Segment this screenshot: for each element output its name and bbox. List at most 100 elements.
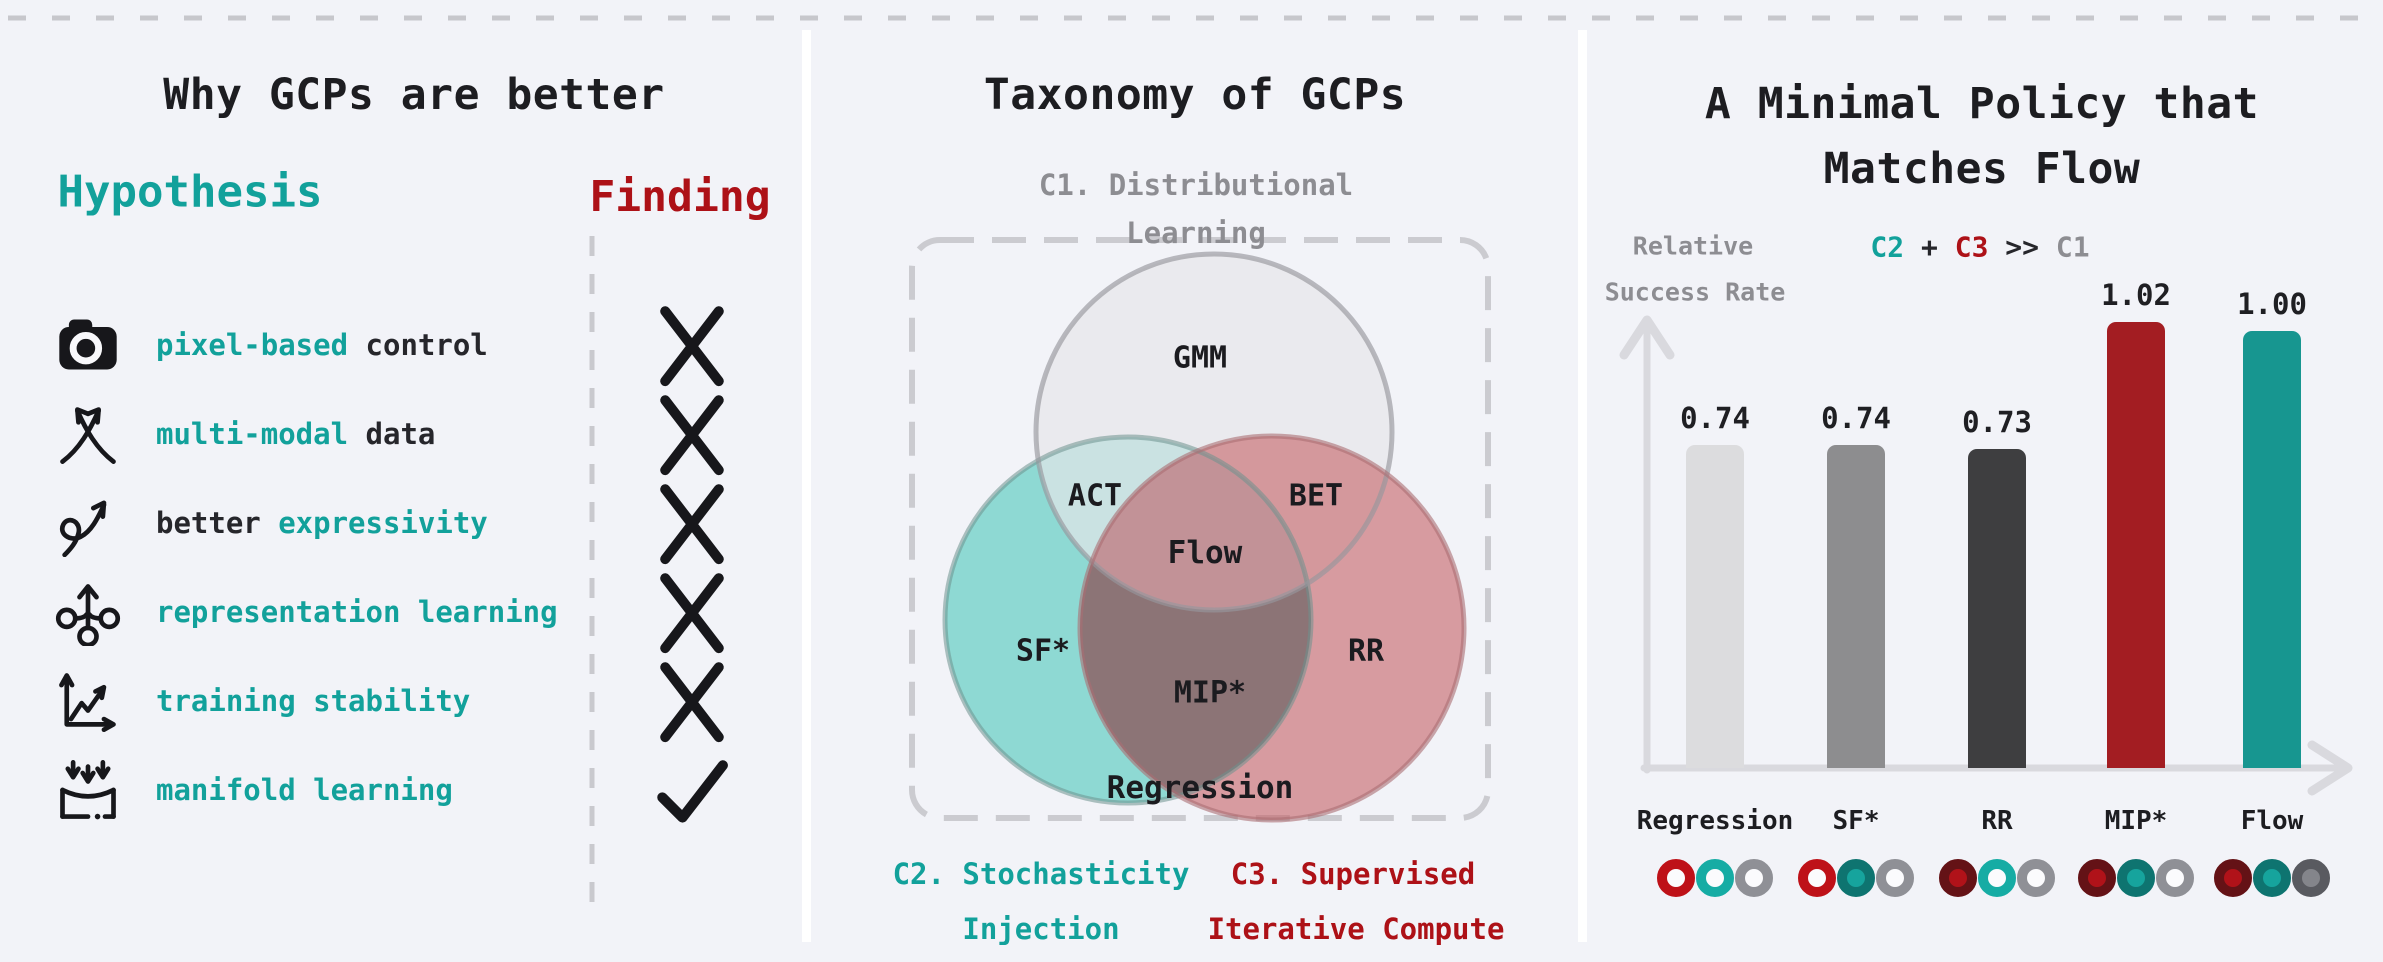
crossing-arrows-icon (60, 407, 116, 464)
c1-caption-line1: C1. Distributional (1038, 168, 1354, 202)
cross-mark-icon (660, 662, 724, 743)
branching-icon (55, 584, 121, 648)
label-segment: better (156, 506, 279, 540)
criteria-dot-C2-hollow (1978, 859, 2016, 897)
finding-header: Finding (589, 172, 771, 222)
venn-label-act: ACT (1067, 478, 1123, 514)
criteria-dot-C1-hollow (2017, 859, 2055, 897)
criteria-dot-C2-filled (2117, 859, 2155, 897)
criteria-dot-C2-filled (1837, 859, 1875, 897)
left-panel-title: Why GCPs are better (163, 70, 665, 120)
right-panel-title-line1: A Minimal Policy that (1704, 79, 2260, 129)
hypothesis-item-label: representation learning (156, 595, 558, 629)
manifold-icon (54, 756, 122, 824)
c2-caption-line1: C2. Stochasticity (892, 857, 1190, 891)
bar-value-label: 1.02 (2101, 278, 2171, 312)
finding-check-mark (654, 757, 730, 823)
bar-Regression (1686, 445, 1744, 768)
hypothesis-item-label: training stability (156, 684, 470, 718)
label-segment: data (348, 417, 436, 451)
bar-category-label: Regression (1636, 806, 1794, 836)
cross-mark-icon (660, 306, 724, 387)
camera-icon (54, 311, 122, 379)
bar-category-label: SF* (1832, 806, 1880, 836)
hypothesis-item-label: manifold learning (156, 773, 453, 807)
y-axis-arrowhead (1619, 315, 1675, 360)
bar-value-label: 0.74 (1821, 401, 1891, 435)
label-segment: manifold learning (156, 773, 453, 807)
c3-caption-line1: C3. Supervised (1230, 857, 1476, 891)
venn-label-flow: Flow (1167, 535, 1243, 571)
annotation-segment: C3 (1954, 230, 1989, 264)
venn-lens-flow-rose (1080, 437, 1311, 610)
venn-label-gmm: GMM (1172, 340, 1228, 376)
manifold-icon (60, 760, 116, 820)
right-panel-title-line2: Matches Flow (1823, 144, 2141, 194)
venn-label-sf: SF* (1015, 633, 1071, 669)
bar-MIP* (2107, 322, 2165, 768)
annotation-segment: C2 (1870, 230, 1905, 264)
squiggle-arrow-icon (54, 489, 122, 558)
annotation-segment: + (1904, 230, 1955, 264)
y-axis-label-line1: Relative (1632, 231, 1754, 261)
bar-RR (1968, 449, 2026, 768)
label-segment: control (348, 328, 488, 362)
venn-label-mip: MIP* (1173, 675, 1247, 711)
bar-SF* (1827, 445, 1885, 768)
panel-separator-left (802, 30, 811, 942)
venn-label-regression: Regression (1106, 770, 1294, 806)
crossing-arrows-icon (54, 400, 122, 468)
criteria-dot-C2-hollow (1696, 859, 1734, 897)
branching-icon (54, 578, 122, 648)
bar-value-label: 0.73 (1962, 405, 2032, 439)
criteria-dot-C1-hollow (1735, 859, 1773, 897)
cross-mark-icon (660, 395, 724, 476)
criteria-dot-C3-filled (1939, 859, 1977, 897)
bar-value-label: 0.74 (1680, 401, 1750, 435)
label-segment: training stability (156, 684, 471, 718)
annotation-segment: C1 (2055, 230, 2090, 264)
criteria-dot-C3-filled (2214, 859, 2252, 897)
cross-mark-icon (660, 484, 724, 565)
hypothesis-header: Hypothesis (57, 166, 323, 218)
c1-caption-line2: Learning (1126, 216, 1266, 250)
line-chart-icon (59, 673, 116, 733)
hypothesis-item-label: pixel-based control (156, 328, 488, 362)
cross-mark-icon (660, 573, 724, 654)
c3-caption-line2: Iterative Compute (1207, 912, 1505, 946)
hypothesis-item-label: better expressivity (156, 506, 488, 540)
bar-value-label: 1.00 (2237, 287, 2307, 321)
label-segment: pixel-based (156, 328, 349, 362)
annotation-segment: >> (1988, 230, 2056, 264)
label-segment: representation learning (156, 595, 558, 629)
criteria-dot-C3-filled (2078, 859, 2116, 897)
c2-caption-line2: Injection (962, 912, 1120, 946)
finding-cross-mark (657, 570, 727, 654)
camera-icon (59, 319, 117, 370)
criteria-dot-C3-hollow (1657, 859, 1695, 897)
bar-category-label: MIP* (2104, 806, 2168, 836)
bar-Flow (2243, 331, 2301, 768)
hypothesis-item-label: multi-modal data (156, 417, 435, 451)
finding-cross-mark (657, 659, 727, 743)
finding-cross-mark (657, 392, 727, 476)
finding-cross-mark (657, 303, 727, 387)
criteria-dot-C2-filled (2253, 859, 2291, 897)
line-chart-icon (54, 667, 122, 735)
x-axis-arrowhead (2307, 740, 2353, 796)
squiggle-arrow-icon (59, 500, 107, 558)
venn-label-rr: RR (1347, 633, 1385, 669)
venn-dashed-frame (909, 237, 1491, 821)
label-segment: expressivity (278, 506, 488, 540)
bar-category-label: RR (1981, 806, 2013, 836)
criteria-dot-C3-hollow (1798, 859, 1836, 897)
check-mark-icon (657, 760, 728, 823)
chart-annotation: C2 + C3 >> C1 (1870, 231, 2089, 264)
middle-panel-title: Taxonomy of GCPs (983, 70, 1407, 120)
finding-cross-mark (657, 481, 727, 565)
y-axis-label-line2: Success Rate (1604, 277, 1786, 307)
criteria-dot-C1-filled (2292, 859, 2330, 897)
venn-label-bet: BET (1288, 478, 1344, 514)
